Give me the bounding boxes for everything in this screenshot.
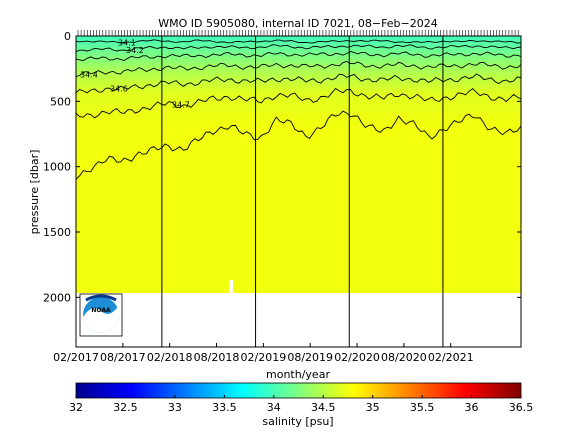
colorbar-tick-label: 36 — [465, 401, 479, 414]
colorbar-tick-label: 34.5 — [311, 401, 336, 414]
contour-line — [76, 73, 521, 94]
colorbar-gradient — [75, 382, 522, 399]
year-boundary-lines — [161, 36, 444, 347]
y-tick-label: 1500 — [43, 226, 71, 239]
contour-label: 34.7 — [172, 100, 190, 109]
colorbar-tick-label: 34 — [267, 401, 281, 414]
contour-label: 34.1 — [118, 38, 136, 47]
plot-frame — [75, 35, 522, 348]
contour-line — [76, 87, 521, 119]
missing-profile-gap — [229, 280, 233, 293]
contour-lines: 34.134.2 34.4 34.6 34.7 — [76, 38, 521, 180]
x-tick-label: 08/2019 — [287, 351, 333, 364]
x-axis: 02/2017 08/2017 02/2018 08/2018 02/2019 08/20… — [53, 343, 474, 364]
colorbar: 32 32.5 33 33.5 34 34.5 35 35.5 36 36.5 salinity … — [69, 382, 533, 428]
x-tick-label: 08/2017 — [100, 351, 146, 364]
x-tick-label: 02/2019 — [241, 351, 287, 364]
chart-title: WMO ID 5905080, internal ID 7021, 08−Feb… — [158, 17, 438, 30]
y-axis: 0 500 1000 1500 2000 — [43, 30, 521, 304]
y-tick-label: 0 — [64, 30, 71, 43]
x-tick-label: 02/2018 — [147, 351, 193, 364]
colorbar-tick-label: 33.5 — [212, 401, 237, 414]
contour-line — [76, 39, 521, 44]
data-field — [76, 36, 521, 293]
profile-ticks — [77, 30, 519, 36]
colorbar-tick-label: 35.5 — [410, 401, 435, 414]
y-tick-label: 1000 — [43, 161, 71, 174]
colorbar-tick-label: 32.5 — [113, 401, 138, 414]
colorbar-ticks: 32 32.5 33 33.5 34 34.5 35 35.5 36 36.5 — [69, 395, 533, 414]
x-tick-label: 08/2018 — [194, 351, 240, 364]
contour-line — [76, 44, 521, 53]
colorbar-tick-label: 36.5 — [509, 401, 534, 414]
contour-line — [76, 60, 521, 77]
y-tick-label: 2000 — [43, 291, 71, 304]
contour-label: 34.4 — [80, 71, 98, 80]
y-axis-label: pressure [dbar] — [28, 150, 41, 235]
x-tick-label: 08/2020 — [381, 351, 427, 364]
y-tick-label: 500 — [50, 95, 71, 108]
svg-text:NOAA: NOAA — [91, 307, 111, 314]
x-tick-label: 02/2021 — [428, 351, 474, 364]
contour-line — [76, 50, 521, 62]
x-axis-label: month/year — [266, 368, 330, 381]
contour-label: 34.2 — [126, 46, 144, 55]
noaa-logo: NOAA — [79, 293, 123, 337]
colorbar-tick-label: 33 — [168, 401, 182, 414]
contour-label: 34.6 — [110, 85, 128, 94]
colorbar-label: salinity [psu] — [262, 415, 333, 428]
colorbar-tick-label: 35 — [366, 401, 380, 414]
x-tick-label: 02/2020 — [334, 351, 380, 364]
x-tick-label: 02/2017 — [53, 351, 99, 364]
colorbar-tick-label: 32 — [69, 401, 83, 414]
contour-line — [76, 110, 521, 180]
plot-area: 34.134.2 34.4 34.6 34.7 — [76, 36, 521, 293]
